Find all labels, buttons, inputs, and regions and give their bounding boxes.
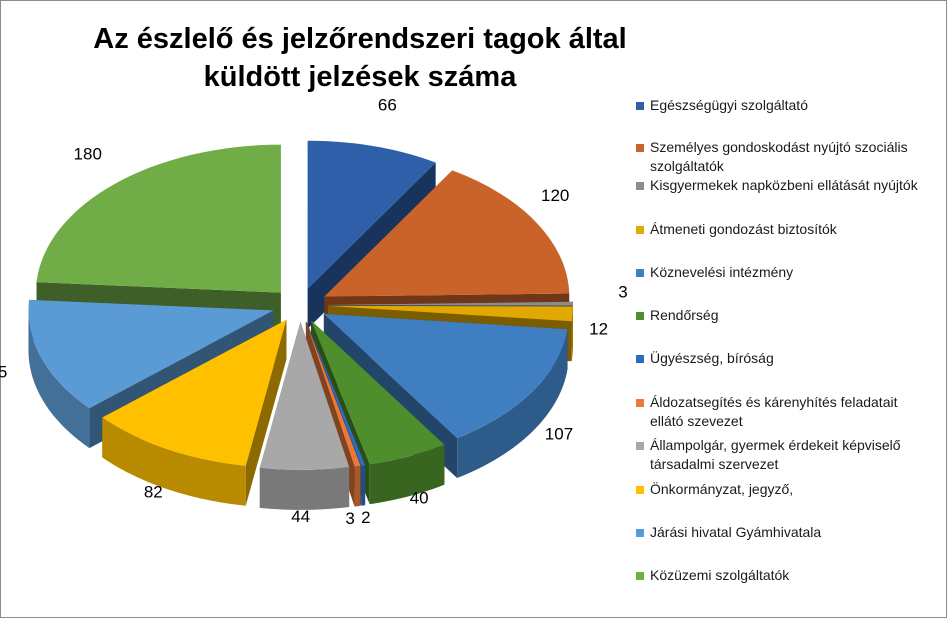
legend-swatch (636, 486, 644, 494)
legend-label: Rendőrség (650, 307, 719, 323)
legend-swatch (636, 182, 644, 190)
data-label-aldozatsegites-es-karenyhites-feladatait-ellato-szevezet: 3 (345, 509, 354, 528)
legend-swatch (636, 399, 644, 407)
legend-swatch (636, 442, 644, 450)
data-label-kozuzemi-szolgaltatok: 180 (74, 145, 102, 164)
data-label-jarasi-hivatal-gyamhivatala: 95 (0, 362, 7, 381)
data-label-atmeneti-gondozast-biztositok: 12 (589, 320, 608, 339)
data-label-szemelyes-gondoskodast-nyujto-szocialis-szolgaltatok: 120 (541, 186, 569, 205)
data-label-rendorseg: 40 (410, 488, 429, 507)
legend-label: Kisgyermekek napközbeni ellátását nyújtó… (650, 177, 918, 193)
data-label-koznevelesi-intezmeny: 107 (545, 424, 573, 443)
data-label-allampolgar-gyermek-erdekeit-kepviselo-tarsadalmi-szervezet: 44 (291, 507, 310, 526)
data-label-onkormanyzat-jegyzo: 82 (144, 483, 163, 502)
slice-allampolgar-gyermek-erdekeit-kepviselo-tarsadalmi-szervezet (259, 321, 350, 510)
legend-swatch (636, 144, 644, 152)
legend-label: Önkormányzat, jegyző, (650, 481, 794, 497)
legend-label: Ügyészség, bíróság (650, 350, 774, 366)
data-label-egeszsegugyi-szolgaltato: 66 (378, 96, 397, 115)
data-label-kisgyermekek-napkozbeni-ellatasat-nyujtok: 3 (618, 283, 627, 302)
legend-swatch (636, 355, 644, 363)
slice-onkormanyzat-jegyzo (102, 319, 287, 506)
legend-label: Áldozatsegítés és kárenyhítés feladatait… (650, 394, 898, 429)
legend-label: Személyes gondoskodást nyújtó szociális … (650, 139, 908, 174)
legend-swatch (636, 572, 644, 580)
legend-swatch (636, 529, 644, 537)
legend-label: Köznevelési intézmény (650, 264, 794, 280)
legend-swatch (636, 102, 644, 110)
legend-label: Állampolgár, gyermek érdekeit képviselő … (650, 437, 901, 472)
legend-label: Közüzemi szolgáltatók (650, 567, 790, 583)
legend-label: Egészségügyi szolgáltató (650, 97, 808, 113)
data-label-ugyeszseg-birosag: 2 (361, 508, 370, 527)
legend-label: Átmeneti gondozást biztosítók (650, 221, 837, 237)
chart-title: Az észlelő és jelzőrendszeri tagok által… (93, 23, 627, 93)
legend-swatch (636, 226, 644, 234)
legend-swatch (636, 269, 644, 277)
legend-label: Járási hivatal Gyámhivatala (650, 524, 822, 540)
legend-swatch (636, 312, 644, 320)
